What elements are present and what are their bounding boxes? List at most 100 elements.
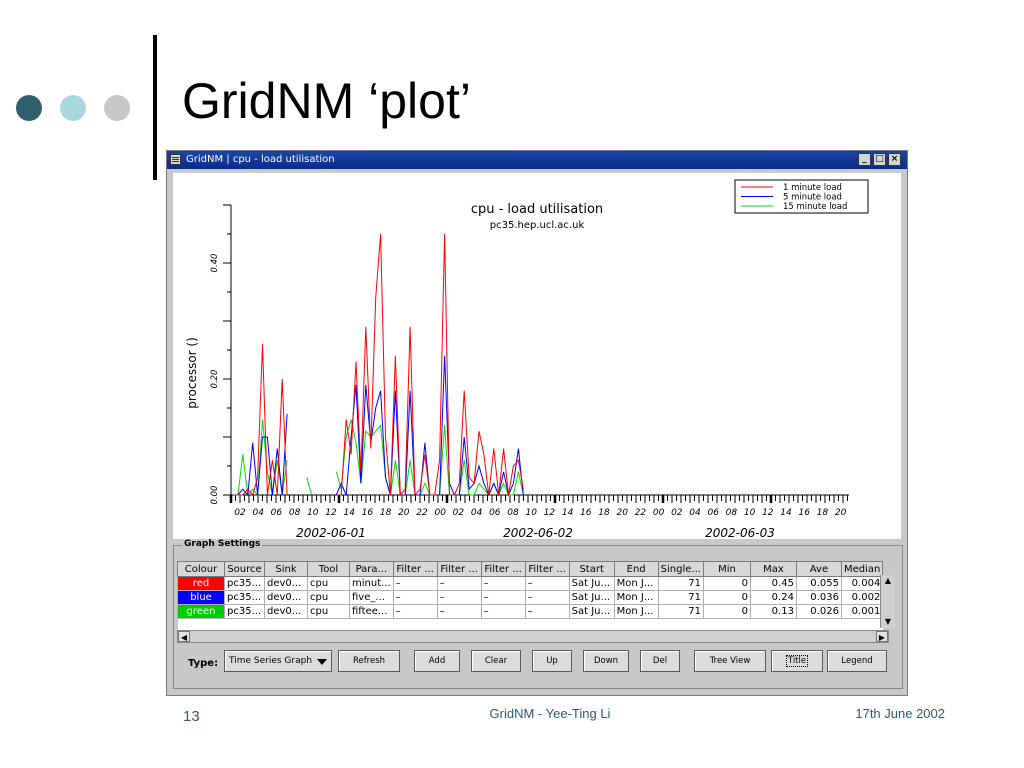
- graph-type-select[interactable]: Time Series Graph: [224, 650, 332, 672]
- table-cell[interactable]: Sat Ju...: [568, 604, 615, 619]
- series-line-1: [233, 413, 288, 497]
- table-cell[interactable]: cpu: [307, 576, 350, 591]
- down-button[interactable]: Down: [583, 650, 629, 672]
- maximize-icon[interactable]: □: [873, 153, 886, 166]
- table-cell[interactable]: –: [436, 576, 482, 591]
- table-cell[interactable]: cpu: [307, 604, 350, 619]
- column-header[interactable]: End: [613, 561, 659, 577]
- scroll-left-icon[interactable]: ◀: [178, 631, 190, 642]
- table-cell[interactable]: Mon J...: [613, 604, 659, 619]
- table-cell[interactable]: 0.001: [840, 604, 884, 619]
- table-cell[interactable]: –: [480, 604, 526, 619]
- column-header[interactable]: Filter ...: [480, 561, 526, 577]
- chevron-down-icon: [317, 659, 327, 665]
- column-header[interactable]: Start: [568, 561, 615, 577]
- tree-view-button[interactable]: Tree View: [694, 650, 766, 672]
- x-tick-label: 16: [798, 508, 810, 518]
- delete-button[interactable]: Del: [640, 650, 680, 672]
- table-cell[interactable]: dev0...: [264, 590, 308, 605]
- colour-cell[interactable]: blue: [177, 590, 225, 605]
- column-header[interactable]: Sink: [264, 561, 308, 577]
- table-cell[interactable]: 0: [702, 604, 751, 619]
- table-cell[interactable]: 71: [657, 590, 704, 605]
- up-button[interactable]: Up: [532, 650, 572, 672]
- x-tick-label: 20: [835, 508, 847, 518]
- table-cell[interactable]: 0.055: [795, 576, 842, 591]
- table-cell[interactable]: 0.036: [795, 590, 842, 605]
- table-cell[interactable]: Mon J...: [613, 590, 659, 605]
- series-line-0: [233, 344, 288, 497]
- table-cell[interactable]: –: [524, 604, 570, 619]
- column-header[interactable]: Min: [702, 561, 751, 577]
- window-menu-icon[interactable]: [170, 154, 181, 165]
- colour-cell[interactable]: red: [177, 576, 225, 591]
- table-cell[interactable]: –: [436, 590, 482, 605]
- table-cell[interactable]: dev0...: [264, 576, 308, 591]
- add-button[interactable]: Add: [414, 650, 460, 672]
- table-cell[interactable]: 0: [702, 590, 751, 605]
- table-cell[interactable]: –: [436, 604, 482, 619]
- colour-cell[interactable]: green: [177, 604, 225, 619]
- x-tick-label: 20: [616, 508, 628, 518]
- series-table: Colour Source Sink Tool Para... Filter ... Fil…: [177, 561, 884, 632]
- table-cell[interactable]: Sat Ju...: [568, 576, 615, 591]
- minimize-icon[interactable]: _: [858, 153, 871, 166]
- scroll-down-icon[interactable]: ▼: [884, 617, 892, 626]
- table-cell[interactable]: 71: [657, 576, 704, 591]
- column-header[interactable]: Median: [840, 561, 884, 577]
- table-cell[interactable]: –: [480, 576, 526, 591]
- scroll-right-icon[interactable]: ▶: [876, 631, 888, 642]
- column-header[interactable]: Colour: [177, 561, 225, 577]
- table-cell[interactable]: pc35...: [224, 576, 265, 591]
- gridnm-window: GridNM | cpu - load utilisation _ □ × cp…: [166, 150, 908, 696]
- legend-button[interactable]: Legend: [827, 650, 887, 672]
- table-cell[interactable]: pc35...: [224, 590, 265, 605]
- title-button[interactable]: Title: [771, 650, 823, 672]
- column-header[interactable]: Single...: [657, 561, 704, 577]
- table-cell[interactable]: –: [524, 576, 570, 591]
- table-cell[interactable]: 0: [702, 576, 751, 591]
- scroll-up-icon[interactable]: ▲: [884, 576, 892, 585]
- table-cell[interactable]: 0.004: [840, 576, 884, 591]
- table-row[interactable]: blue pc35... dev0... cpu five_... – – – – Sat Ju.…: [177, 590, 884, 605]
- table-cell[interactable]: Mon J...: [613, 576, 659, 591]
- table-cell[interactable]: Sat Ju...: [568, 590, 615, 605]
- table-cell[interactable]: –: [392, 604, 438, 619]
- table-cell[interactable]: five_...: [349, 590, 394, 605]
- table-cell[interactable]: 0.45: [749, 576, 797, 591]
- window-titlebar[interactable]: GridNM | cpu - load utilisation _ □ ×: [167, 151, 907, 169]
- table-cell[interactable]: 71: [657, 604, 704, 619]
- table-horizontal-scrollbar[interactable]: ◀ ▶: [177, 630, 889, 643]
- column-header[interactable]: Para...: [349, 561, 394, 577]
- close-icon[interactable]: ×: [888, 153, 901, 166]
- table-cell[interactable]: –: [524, 590, 570, 605]
- x-tick-label: 08: [289, 508, 301, 518]
- column-header[interactable]: Filter ...: [436, 561, 482, 577]
- chart-title: cpu - load utilisation: [471, 202, 603, 217]
- table-cell[interactable]: cpu: [307, 590, 350, 605]
- plot-area: cpu - load utilisation pc35.hep.ucl.ac.uk…: [173, 173, 901, 539]
- column-header[interactable]: Max: [749, 561, 797, 577]
- refresh-button[interactable]: Refresh: [338, 650, 400, 672]
- table-cell[interactable]: 0.24: [749, 590, 797, 605]
- column-header[interactable]: Tool: [307, 561, 350, 577]
- table-cell[interactable]: 0.13: [749, 604, 797, 619]
- table-cell[interactable]: pc35...: [224, 604, 265, 619]
- table-cell[interactable]: –: [480, 590, 526, 605]
- table-row[interactable]: red pc35... dev0... cpu minut... – – – – Sat Ju..…: [177, 576, 884, 591]
- table-cell[interactable]: 0.002: [840, 590, 884, 605]
- clear-button[interactable]: Clear: [471, 650, 521, 672]
- table-cell[interactable]: dev0...: [264, 604, 308, 619]
- table-cell[interactable]: –: [392, 590, 438, 605]
- column-header[interactable]: Filter ...: [392, 561, 438, 577]
- table-row[interactable]: green pc35... dev0... cpu fiftee... – – – – Sat J…: [177, 604, 884, 619]
- column-header[interactable]: Filter ...: [524, 561, 570, 577]
- bullet-dot-grey: [104, 95, 130, 121]
- table-vertical-scrollbar[interactable]: ▲ ▼: [880, 575, 895, 628]
- table-cell[interactable]: –: [392, 576, 438, 591]
- table-cell[interactable]: 0.026: [795, 604, 842, 619]
- table-cell[interactable]: fiftee...: [349, 604, 394, 619]
- column-header[interactable]: Source: [224, 561, 265, 577]
- column-header[interactable]: Ave: [795, 561, 842, 577]
- table-cell[interactable]: minut...: [349, 576, 394, 591]
